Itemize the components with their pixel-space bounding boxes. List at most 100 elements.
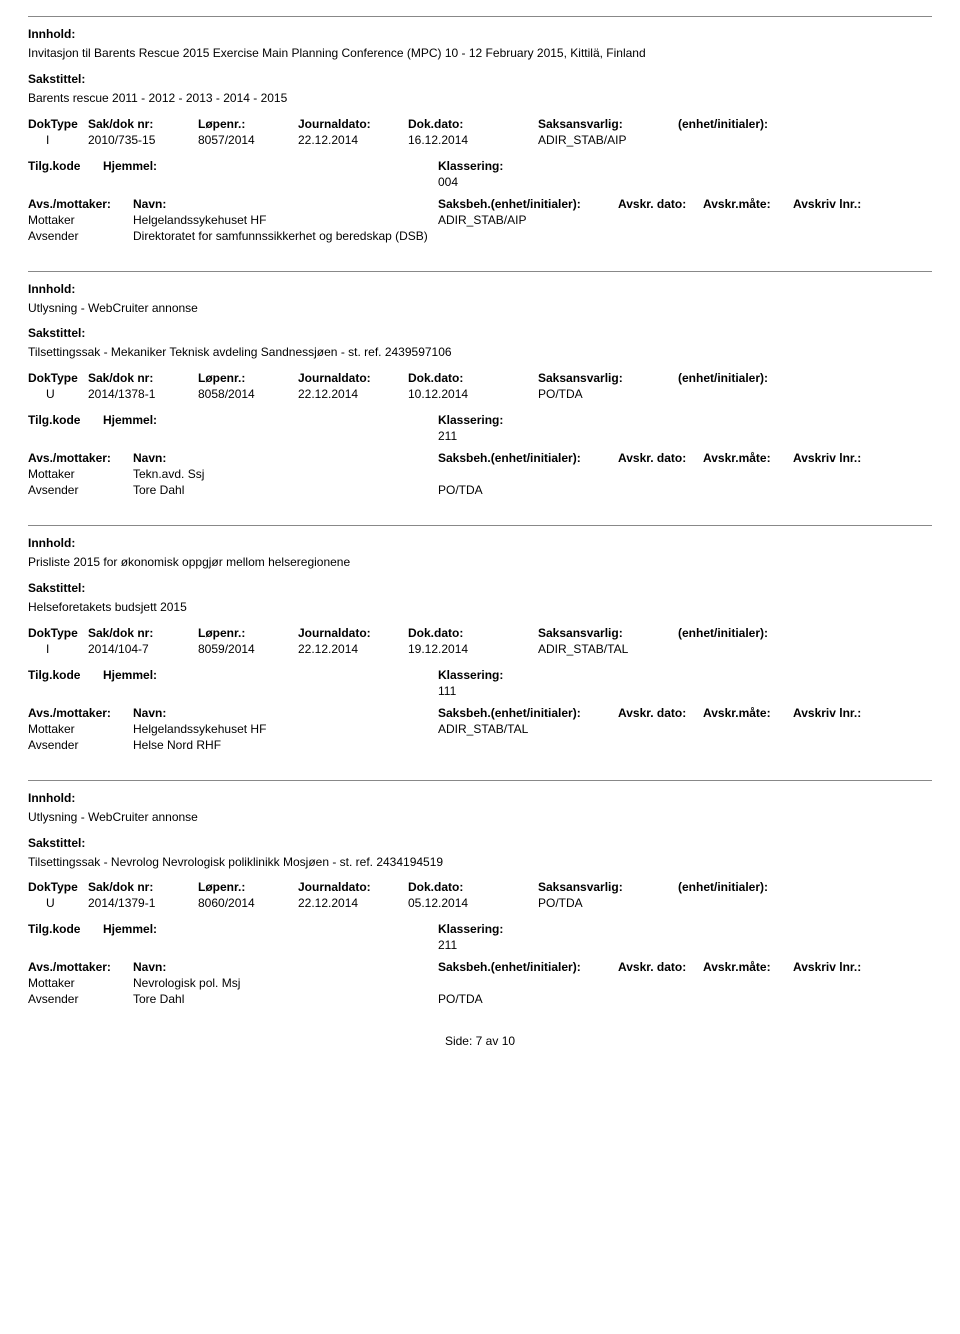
val-doktype: I [28,642,88,656]
party-name: Tore Dahl [133,483,438,497]
hdr-navn: Navn: [133,706,438,720]
hdr-avskrmate: Avskr.måte: [703,706,793,720]
hdr-dokdato: Dok.dato: [408,626,538,640]
hdr-journal: Journaldato: [298,880,408,894]
val-sakdok: 2014/1378-1 [88,387,198,401]
separator [28,16,932,17]
party-role: Mottaker [28,722,133,736]
val-enhet [678,133,932,147]
sakstittel-label: Sakstittel: [28,72,932,86]
meta-data-row: I 2010/735-15 8057/2014 22.12.2014 16.12… [28,133,932,147]
hdr-saksbeh: Saksbeh.(enhet/initialer): [438,197,618,211]
val-sakdok: 2014/1379-1 [88,896,198,910]
val-journal: 22.12.2014 [298,387,408,401]
hdr-journal: Journaldato: [298,117,408,131]
party-row: Mottaker Helgelandssykehuset HF ADIR_STA… [28,213,932,227]
journal-record: Innhold: Prisliste 2015 for økonomisk op… [28,525,932,752]
party-row: Avsender Helse Nord RHF [28,738,932,752]
separator [28,525,932,526]
hdr-saksbeh: Saksbeh.(enhet/initialer): [438,451,618,465]
hdr-enhet: (enhet/initialer): [678,880,932,894]
hdr-tilgkode: Tilg.kode [28,159,103,173]
hdr-lopenr: Løpenr.: [198,117,298,131]
meta-header-row: DokType Sak/dok nr: Løpenr.: Journaldato… [28,371,932,385]
hdr-avskrdato: Avskr. dato: [618,706,703,720]
val-enhet [678,387,932,401]
hdr-avskrdato: Avskr. dato: [618,197,703,211]
meta-data-row: I 2014/104-7 8059/2014 22.12.2014 19.12.… [28,642,932,656]
hjemmel-row: Tilg.kode Hjemmel: Klassering: [28,159,932,173]
party-name: Nevrologisk pol. Msj [133,976,438,990]
innhold-label: Innhold: [28,791,932,805]
val-saksans: PO/TDA [538,896,678,910]
val-lopenr: 8059/2014 [198,642,298,656]
party-role: Mottaker [28,976,133,990]
hdr-klasser: Klassering: [438,922,932,936]
footer-total: 10 [502,1034,515,1048]
party-name: Tore Dahl [133,992,438,1006]
hdr-sakdok: Sak/dok nr: [88,117,198,131]
innhold-label: Innhold: [28,27,932,41]
hdr-saksans: Saksansvarlig: [538,880,678,894]
sakstittel-text: Tilsettingssak - Nevrolog Nevrologisk po… [28,854,932,871]
hdr-sakdok: Sak/dok nr: [88,371,198,385]
klasser-value: 211 [438,938,932,952]
party-name: Tekn.avd. Ssj [133,467,438,481]
hjemmel-row: Tilg.kode Hjemmel: Klassering: [28,668,932,682]
hdr-doktype: DokType [28,371,88,385]
party-role: Avsender [28,229,133,243]
hdr-sakdok: Sak/dok nr: [88,626,198,640]
val-dokdato: 05.12.2014 [408,896,538,910]
page-footer: Side: 7 av 10 [28,1034,932,1048]
val-lopenr: 8060/2014 [198,896,298,910]
meta-header-row: DokType Sak/dok nr: Løpenr.: Journaldato… [28,880,932,894]
party-saksbeh: ADIR_STAB/TAL [438,722,932,736]
hdr-enhet: (enhet/initialer): [678,117,932,131]
val-doktype: U [28,896,88,910]
party-header-row: Avs./mottaker: Navn: Saksbeh.(enhet/init… [28,960,932,974]
hdr-saksans: Saksansvarlig: [538,117,678,131]
hdr-avskrlnr: Avskriv lnr.: [793,451,932,465]
hdr-navn: Navn: [133,451,438,465]
val-journal: 22.12.2014 [298,896,408,910]
party-saksbeh [438,467,932,481]
hdr-avskrlnr: Avskriv lnr.: [793,960,932,974]
val-lopenr: 8058/2014 [198,387,298,401]
hdr-journal: Journaldato: [298,371,408,385]
party-row: Mottaker Tekn.avd. Ssj [28,467,932,481]
party-row: Avsender Tore Dahl PO/TDA [28,992,932,1006]
hdr-saksans: Saksansvarlig: [538,371,678,385]
hdr-dokdato: Dok.dato: [408,371,538,385]
hdr-tilgkode: Tilg.kode [28,668,103,682]
hdr-dokdato: Dok.dato: [408,117,538,131]
val-lopenr: 8057/2014 [198,133,298,147]
hdr-lopenr: Løpenr.: [198,371,298,385]
party-name: Helse Nord RHF [133,738,438,752]
innhold-label: Innhold: [28,536,932,550]
val-enhet [678,896,932,910]
hdr-tilgkode: Tilg.kode [28,922,103,936]
hdr-avskrmate: Avskr.måte: [703,960,793,974]
hdr-klasser: Klassering: [438,668,932,682]
hdr-avsmottaker: Avs./mottaker: [28,960,133,974]
meta-header-row: DokType Sak/dok nr: Løpenr.: Journaldato… [28,117,932,131]
hdr-doktype: DokType [28,880,88,894]
hdr-hjemmel: Hjemmel: [103,922,438,936]
hdr-saksbeh: Saksbeh.(enhet/initialer): [438,706,618,720]
hdr-navn: Navn: [133,960,438,974]
party-row: Mottaker Helgelandssykehuset HF ADIR_STA… [28,722,932,736]
val-doktype: U [28,387,88,401]
party-role: Mottaker [28,213,133,227]
hdr-doktype: DokType [28,626,88,640]
val-enhet [678,642,932,656]
hdr-saksans: Saksansvarlig: [538,626,678,640]
party-name: Helgelandssykehuset HF [133,213,438,227]
val-dokdato: 16.12.2014 [408,133,538,147]
sakstittel-label: Sakstittel: [28,836,932,850]
party-role: Mottaker [28,467,133,481]
hdr-enhet: (enhet/initialer): [678,626,932,640]
hjemmel-row: Tilg.kode Hjemmel: Klassering: [28,922,932,936]
hdr-dokdato: Dok.dato: [408,880,538,894]
separator [28,780,932,781]
val-saksans: ADIR_STAB/AIP [538,133,678,147]
